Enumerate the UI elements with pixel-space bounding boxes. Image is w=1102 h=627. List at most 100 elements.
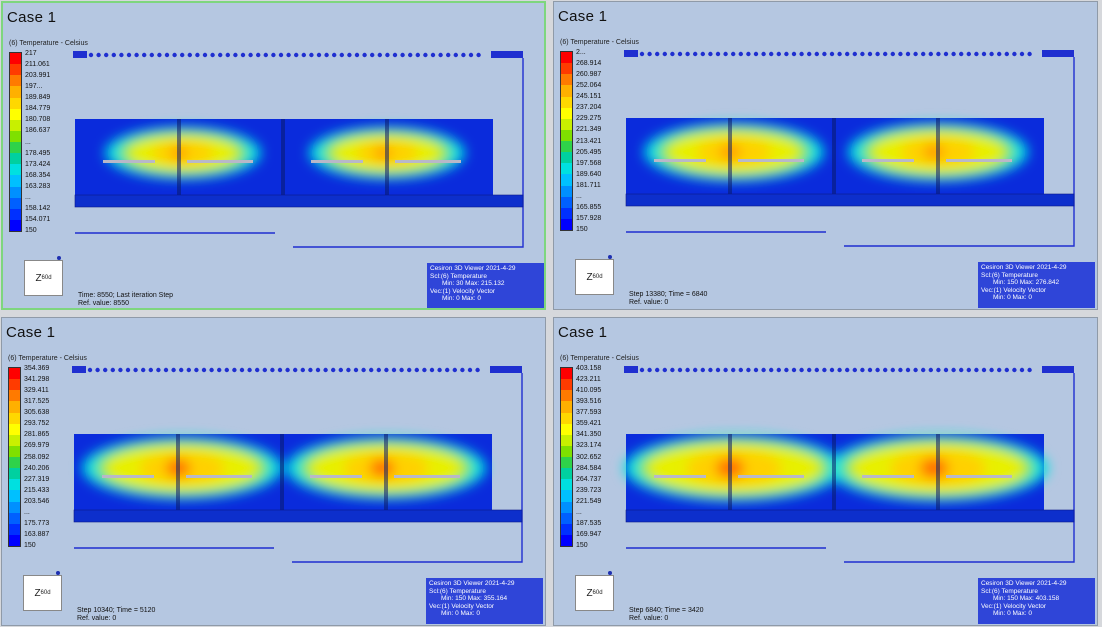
divider-wall — [728, 434, 732, 510]
viewport-title: Case 1 — [7, 9, 57, 26]
info-line: Vec:(1) Velocity Vector — [981, 602, 1047, 610]
colorbar-segment — [561, 163, 572, 175]
divider-wall — [385, 119, 389, 195]
temperature-field-view[interactable] — [2, 318, 546, 626]
colorbar-label: 341.298 — [24, 376, 50, 384]
heater-plate — [862, 159, 914, 162]
divider-wall — [176, 434, 180, 510]
status-text: Time: 8550; Last iteration Step Ref. valu… — [78, 292, 173, 308]
colorbar-segment — [561, 379, 572, 391]
colorbar-segment — [561, 152, 572, 164]
colorbar-segment — [561, 534, 572, 546]
colorbar-segment — [10, 130, 21, 142]
triad-label: Z — [586, 271, 593, 283]
divider-wall — [177, 119, 181, 195]
colorbar-label: 189.849 — [25, 94, 51, 102]
temperature-field-view[interactable] — [554, 2, 1098, 310]
triad-label: Z — [34, 587, 41, 599]
triad-sub: 60d — [40, 590, 51, 596]
colorbar-segment — [561, 501, 572, 513]
info-line: Min: 0 Max: 0 — [442, 295, 482, 303]
divider-wall — [728, 118, 732, 194]
colorbar-label: 178.495 — [25, 149, 51, 157]
status-text: Step 10340; Time = 5120 Ref. value: 0 — [77, 607, 155, 623]
colorbar-segment — [10, 97, 21, 109]
inlet-cap-right — [1042, 50, 1074, 57]
heater-plate — [394, 475, 460, 478]
chamber-floor — [625, 193, 1075, 207]
heater-plate — [103, 160, 155, 163]
colorbar-segment — [10, 64, 21, 76]
colorbar-labels: 217 211.061 203.991 197... 189.849 184.779 180… — [25, 50, 50, 234]
colorbar-label: 203.991 — [25, 72, 51, 80]
colorbar-segment — [9, 401, 20, 413]
viewport-top-left[interactable]: Case 1 (6) Temperature - Celsius 217 211.06… — [1, 1, 546, 310]
axes-triad[interactable]: Z 60d — [16, 565, 74, 623]
viewport-bottom-right[interactable]: Case 1 (6) Temperature - Celsius 403.158 42… — [553, 317, 1098, 626]
triad-sub: 60d — [41, 275, 52, 281]
colorbar-segment — [561, 368, 572, 380]
colorbar-label: 305.638 — [24, 409, 50, 417]
colorbar-label: 168.354 — [25, 171, 51, 179]
colorbar-segment — [561, 423, 572, 435]
divider-wall — [280, 434, 284, 510]
info-line: Min: 150 Max: 276.842 — [993, 279, 1060, 287]
viewport-bottom-left[interactable]: Case 1 (6) Temperature - Celsius 354.369 34… — [1, 317, 546, 626]
info-line: Min: 0 Max: 0 — [441, 610, 481, 618]
colorbar-segment — [561, 118, 572, 130]
colorbar-labels: 403.158 423.211 410.095 393.516 377.593 359.4… — [576, 365, 601, 549]
inlet-dot-row — [639, 51, 1032, 57]
temperature-field-view[interactable] — [3, 3, 546, 310]
colorbar-segment — [10, 142, 21, 154]
status-text: Step 13380; Time = 6840 Ref. value: 0 — [629, 291, 707, 307]
colorbar-segment — [561, 434, 572, 446]
divider-wall — [936, 118, 940, 194]
colorbar-segment — [10, 75, 21, 87]
axes-triad[interactable]: Z 60d — [568, 249, 626, 307]
viewer-info-box: Cesiron 3D Viewer 2021-4-29 Scl:(6) Tempe… — [978, 262, 1095, 308]
colorbar-label: 169.947 — [576, 530, 602, 538]
heater-plate — [654, 475, 706, 478]
heater-plate — [311, 160, 363, 163]
chamber-floor — [625, 509, 1075, 523]
axes-triad[interactable]: Z 60d — [17, 250, 75, 308]
viewer-info-box: Cesiron 3D Viewer 2021-4-29 Scl:(6) Tempe… — [978, 578, 1095, 624]
colorbar-segment — [561, 129, 572, 141]
colorbar-segment — [10, 108, 21, 120]
heater-plate — [310, 475, 362, 478]
inlet-cap-left — [624, 366, 638, 373]
colorbar-segment — [561, 479, 572, 491]
heater-plate — [654, 159, 706, 162]
axes-triad[interactable]: Z 60d — [568, 565, 626, 623]
colorbar-segment — [561, 490, 572, 502]
colorbar-segment — [561, 85, 572, 97]
heater-plate — [395, 160, 461, 163]
colorbar-label: ... — [576, 508, 582, 516]
colorbar-segment — [10, 119, 21, 131]
heater-plate — [738, 159, 804, 162]
colorbar-segment — [561, 457, 572, 469]
colorbar-label: 154.071 — [25, 215, 51, 223]
info-line: Vec:(1) Velocity Vector — [429, 602, 495, 610]
colorbar-segment — [10, 164, 21, 176]
colorbar-segment — [561, 196, 572, 208]
inlet-cap-right — [490, 366, 522, 373]
chamber-floor — [74, 194, 524, 208]
colorbar-label: ... — [24, 508, 30, 516]
colorbar-label: 211.061 — [25, 61, 50, 69]
temperature-field-view[interactable] — [554, 318, 1098, 626]
inlet-cap-left — [624, 50, 638, 57]
colorbar-label: 173.424 — [25, 160, 51, 168]
colorbar-label: 393.516 — [576, 398, 602, 406]
colorbar-label: 341.350 — [576, 431, 602, 439]
viewer-info-box: Cesiron 3D Viewer 2021-4-29 Scl:(6) Tempe… — [426, 578, 543, 624]
viewport-top-right[interactable]: Case 1 (6) Temperature - Celsius 2... 268.9… — [553, 1, 1098, 310]
info-line: Min: 150 Max: 403.158 — [993, 595, 1060, 603]
colorbar-segment — [10, 86, 21, 98]
colorbar-segment — [561, 218, 572, 230]
status-line: Ref. value: 0 — [629, 615, 669, 622]
heater-plate — [102, 475, 154, 478]
colorbar-segment — [9, 390, 20, 402]
colorbar-label: ... — [25, 138, 31, 146]
colorbar-title: (6) Temperature - Celsius — [560, 39, 639, 46]
